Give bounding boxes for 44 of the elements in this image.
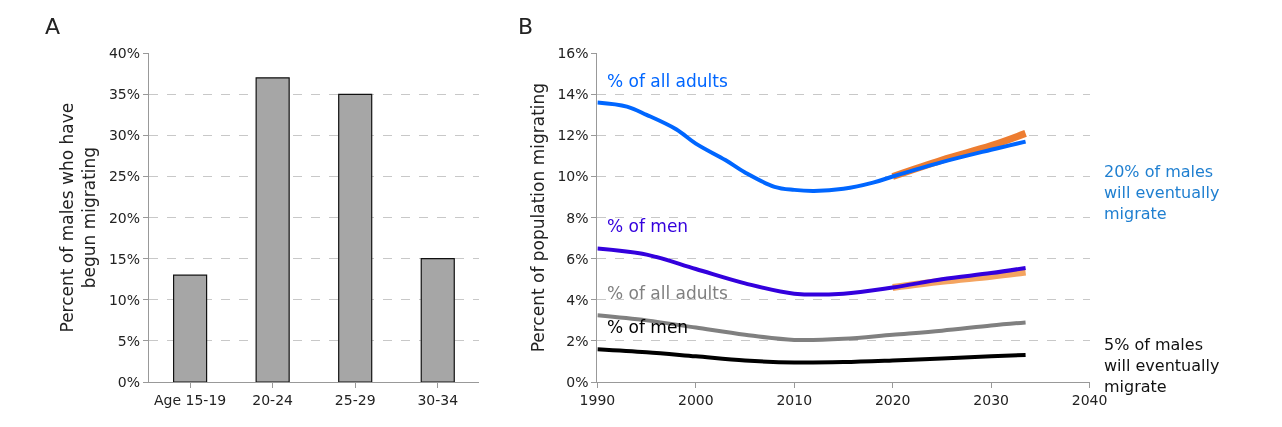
text: 20% of males will eventually migrate <box>1104 162 1220 223</box>
y-tick-label: 8% <box>566 209 589 226</box>
y-tick-label: 5% <box>117 332 141 349</box>
y-tick-label: 0% <box>566 373 589 390</box>
series-label: % of men <box>607 216 689 236</box>
y-tick-label: 20% <box>108 209 141 226</box>
bar <box>420 258 455 383</box>
line-series <box>597 313 1028 343</box>
bar <box>172 274 208 383</box>
line-series <box>597 347 1028 365</box>
y-tick-label: 10% <box>108 291 141 308</box>
y-tick-label: 12% <box>557 127 589 144</box>
x-tick-label: 25-29 <box>334 391 376 408</box>
chart-title: B <box>518 14 534 39</box>
y-tick-label: 6% <box>566 250 589 267</box>
y-axis-title: Percent of population migrating <box>528 82 549 353</box>
chart-title: A <box>45 14 61 39</box>
series-label: % of all adults <box>607 283 728 303</box>
x-tick-label: 2010 <box>776 391 813 408</box>
y-tick-label: 4% <box>566 291 589 308</box>
y-tick-label: 10% <box>557 168 589 185</box>
bar <box>338 93 373 383</box>
x-tick-label: 1990 <box>579 391 616 408</box>
y-tick-label: 2% <box>566 332 589 349</box>
y-tick-label: 14% <box>557 86 589 103</box>
y-tick-label: 16% <box>557 45 589 62</box>
series-label: % of men <box>607 317 689 337</box>
y-axis-title: Percent of males who have begun migrating <box>57 102 100 333</box>
y-tick-label: 30% <box>108 127 141 144</box>
x-tick-label: 2000 <box>678 391 714 408</box>
series-label: % of all adults <box>607 71 728 91</box>
line-series <box>597 100 1028 193</box>
line-series <box>597 246 1028 297</box>
y-tick-label: 40% <box>108 45 141 62</box>
y-tick-label: 25% <box>108 168 141 185</box>
y-tick-label: 15% <box>108 250 141 267</box>
y-tick-label: 0% <box>117 373 141 390</box>
x-tick-label: 2030 <box>973 391 1009 408</box>
y-tick-label: 35% <box>108 86 141 103</box>
x-tick-label: 2020 <box>874 391 911 408</box>
x-tick-label: 30-34 <box>417 391 459 408</box>
bar <box>255 77 290 383</box>
x-tick-label: 20-24 <box>252 391 294 408</box>
x-tick-label: Age 15-19 <box>153 391 227 408</box>
